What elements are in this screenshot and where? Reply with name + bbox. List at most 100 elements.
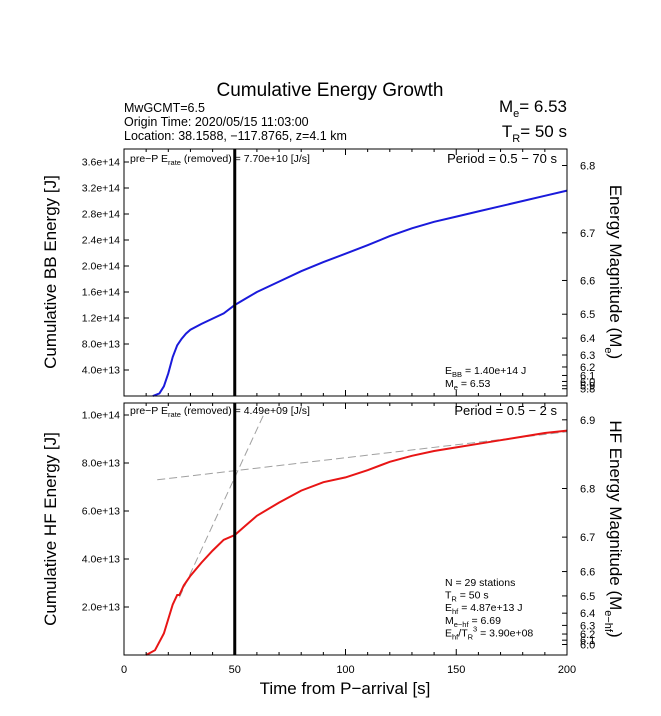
- hf-y-axis-label: Cumulative HF Energy [J]: [41, 432, 60, 626]
- x-axis-label: Time from P−arrival [s]: [260, 679, 431, 698]
- bb-period-label: Period = 0.5 − 70 s: [447, 151, 557, 166]
- header-me-sub: e: [513, 108, 519, 120]
- bb-y-tick-label: 2.4e+14: [82, 235, 120, 247]
- header-tr-label: T: [502, 122, 512, 141]
- bb-right-label-sub: e: [602, 347, 614, 353]
- hf-right-tick-label: 6.3: [580, 620, 595, 632]
- bb-right-tick-label: 5.9: [580, 381, 595, 393]
- hf-fit-lines: [157, 414, 568, 598]
- bb-pre-p-rate: pre−P Erate (removed) = 7.70e+10 [J/s]: [130, 153, 310, 167]
- bb-pre-label: pre−P E: [130, 153, 168, 165]
- bb-y-tick-label: 1.2e+14: [82, 313, 120, 325]
- bb-y-tick-label: 2.0e+14: [82, 261, 120, 273]
- bb-ann1-sub: BB: [452, 370, 462, 379]
- hf-y-tick-label: 6.0e+13: [82, 506, 120, 518]
- bb-y-axis-label: Cumulative BB Energy [J]: [41, 175, 60, 369]
- hf-stat-value2: = 3.90e+08: [477, 627, 533, 639]
- bb-ann2-main: M: [445, 378, 454, 390]
- hf-right-tick-label: 6.1: [580, 635, 595, 647]
- hf-right-tick-label: 6.4: [580, 608, 595, 620]
- bb-right-tick-label: 6.7: [580, 228, 595, 240]
- bb-right-tick-label: 6.3: [580, 350, 595, 362]
- hf-stat-line: Me−hf = 6.69: [445, 615, 501, 629]
- hf-right-axis-label: HF Energy Magnitude (Me−hf): [602, 420, 625, 637]
- bb-y-tick-label: 2.8e+14: [82, 209, 120, 221]
- hf-stat-line: Ehf = 4.87e+13 J: [445, 602, 523, 616]
- bb-pre-sub: rate: [168, 158, 181, 167]
- bb-pre-value: (removed) = 7.70e+10 [J/s]: [181, 153, 310, 165]
- bb-magnitude-annotation: Me = 6.53: [445, 378, 490, 392]
- bb-y-tick-label: 8.0e+13: [82, 339, 120, 351]
- chart-title: Cumulative Energy Growth: [216, 80, 443, 101]
- bb-energy-annotation: EBB = 1.40e+14 J: [445, 365, 526, 379]
- x-tick-label: 50: [229, 664, 241, 676]
- header-tr: TR= 50 s: [502, 122, 567, 145]
- bb-right-axis: 6.8 6.7 6.6 6.5 6.4 6.36.26.16.05.95.8: [562, 160, 595, 396]
- hf-right-tick-label: 6.2: [580, 629, 595, 641]
- hf-stat-line: N = 29 stations: [445, 577, 515, 589]
- bb-energy-series-line: [152, 189, 568, 397]
- hf-stat-main: T: [445, 590, 452, 602]
- hf-stat-sub: hf: [452, 607, 459, 616]
- bb-y-tick-label: 1.6e+14: [82, 287, 120, 299]
- hf-fit-line-1: [178, 414, 264, 598]
- hf-right-tick-label: 6.8: [580, 484, 595, 496]
- hf-y-tick-label: 1.0e+14: [82, 410, 120, 422]
- hf-left-axis: 1.0e+14 8.0e+13 6.0e+13 4.0e+13 2.0e+13: [82, 410, 129, 614]
- bb-ann1-value: = 1.40e+14 J: [462, 365, 526, 377]
- bb-x-ticks: [123, 149, 568, 396]
- hf-stat-sub: hf: [452, 632, 459, 641]
- bb-energy-panel: 3.6e+14 3.2e+14 2.8e+14 2.4e+14 2.0e+14 1.6e+…: [41, 148, 625, 397]
- hf-stat-sub: R: [451, 595, 457, 604]
- bb-ann2-value: = 6.53: [458, 378, 491, 390]
- hf-energy-series-line: [145, 429, 568, 656]
- bb-y-tick-label: 3.2e+14: [82, 183, 120, 195]
- header-line-1: MwGCMT=6.5: [124, 101, 205, 115]
- hf-stat-main: E: [445, 602, 452, 614]
- hf-stat-line: TR = 50 s: [445, 590, 489, 604]
- bb-right-tick-label: 6.0: [580, 376, 595, 388]
- bb-right-tick-label: 6.8: [580, 160, 595, 172]
- hf-y-tick-label: 2.0e+13: [82, 602, 120, 614]
- header-line-2: Origin Time: 2020/05/15 11:03:00: [124, 115, 309, 129]
- header-left: MwGCMT=6.5 Origin Time: 2020/05/15 11:03…: [124, 101, 347, 143]
- header-tr-value: = 50 s: [520, 122, 567, 141]
- x-axis-tick-labels: 0 50 100 150 200: [121, 664, 576, 676]
- hf-right-label-end: ): [606, 632, 625, 638]
- hf-period-label: Period = 0.5 − 2 s: [454, 403, 557, 418]
- bb-right-label-main: Energy Magnitude (M: [606, 185, 625, 348]
- hf-stat-sub: e−hf: [454, 620, 470, 629]
- header-line-3: Location: 38.1588, −117.8765, z=4.1 km: [124, 129, 347, 143]
- hf-pre-p-rate: pre−P Erate (removed) = 4.49e+09 [J/s]: [130, 405, 310, 419]
- hf-right-tick-label: 6.0: [580, 639, 595, 651]
- hf-energy-panel: 1.0e+148.0e+136.0e+134.0e+132.0e+13 6.96…: [41, 402, 625, 656]
- hf-stat-sup: 3: [473, 624, 477, 633]
- hf-right-label-sub: e−hf: [602, 610, 614, 633]
- bb-right-tick-label: 6.1: [580, 370, 595, 382]
- header-me-value: = 6.53: [519, 97, 567, 116]
- header-me-label: M: [499, 97, 513, 116]
- hf-x-ticks: [123, 403, 568, 655]
- bb-plot-frame: [123, 148, 568, 397]
- hf-stat-main: M: [445, 615, 454, 627]
- header-tr-sub: R: [512, 133, 520, 145]
- hf-y-tick-label: 4.0e+13: [82, 554, 120, 566]
- bb-right-tick-label: 5.8: [580, 384, 595, 396]
- x-tick-label: 100: [336, 664, 354, 676]
- bb-right-tick-label: 6.6: [580, 275, 595, 287]
- x-tick-label: 200: [558, 664, 576, 676]
- hf-stat-value: /T: [458, 627, 468, 639]
- hf-stat-value: = 6.69: [469, 615, 502, 627]
- bb-right-tick-label: 6.5: [580, 309, 595, 321]
- hf-y-tick-label: 8.0e+13: [82, 458, 120, 470]
- hf-right-tick-label: 6.5: [580, 591, 595, 603]
- bb-y-tick-label: 3.6e+14: [82, 157, 120, 169]
- header-right: Me= 6.53 TR= 50 s: [499, 97, 567, 145]
- hf-right-label-main: HF Energy Magnitude (M: [606, 420, 625, 610]
- bb-ann2-sub: e: [454, 383, 458, 392]
- hf-stat-value: = 50 s: [457, 590, 489, 602]
- hf-stat-main: N = 29 stations: [445, 577, 515, 589]
- hf-right-tick-label: 6.6: [580, 567, 595, 579]
- header-me: Me= 6.53: [499, 97, 567, 120]
